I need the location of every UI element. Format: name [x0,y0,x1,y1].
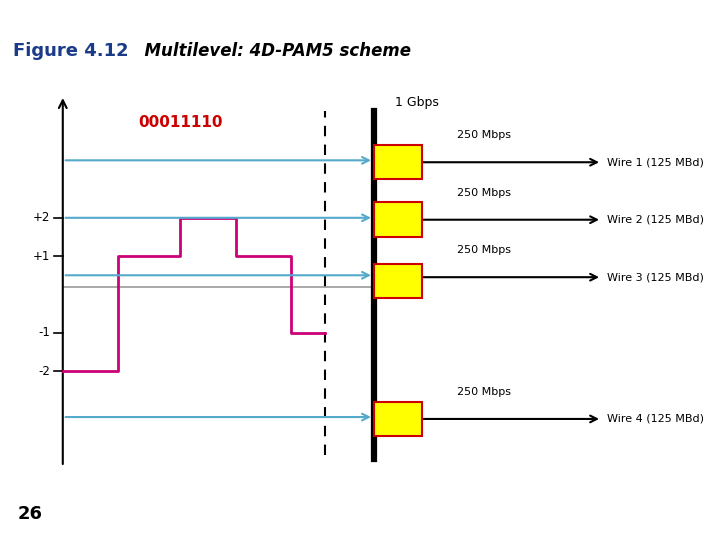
Text: 26: 26 [17,505,42,523]
Text: Multilevel: 4D-PAM5 scheme: Multilevel: 4D-PAM5 scheme [133,42,411,60]
Text: Wire 1 (125 MBd): Wire 1 (125 MBd) [608,157,704,167]
Text: 1 Gbps: 1 Gbps [395,96,438,110]
Text: 250 Mbps: 250 Mbps [457,245,511,255]
Text: Wire 4 (125 MBd): Wire 4 (125 MBd) [608,414,704,424]
Text: 00011110: 00011110 [138,114,222,130]
Bar [374,202,422,237]
Text: 250 Mbps: 250 Mbps [457,387,511,397]
Text: -1: -1 [38,326,50,339]
Text: Wire 2 (125 MBd): Wire 2 (125 MBd) [608,215,704,225]
Bar [374,145,422,179]
Bar [374,264,422,298]
Text: 250 Mbps: 250 Mbps [457,188,511,198]
Text: Wire 3 (125 MBd): Wire 3 (125 MBd) [608,272,704,282]
Text: 250 Mbps: 250 Mbps [457,131,511,140]
Text: +2: +2 [33,211,50,224]
Text: Figure 4.12: Figure 4.12 [13,42,129,60]
Text: -2: -2 [38,364,50,377]
Text: +1: +1 [33,249,50,262]
Bar [374,402,422,436]
